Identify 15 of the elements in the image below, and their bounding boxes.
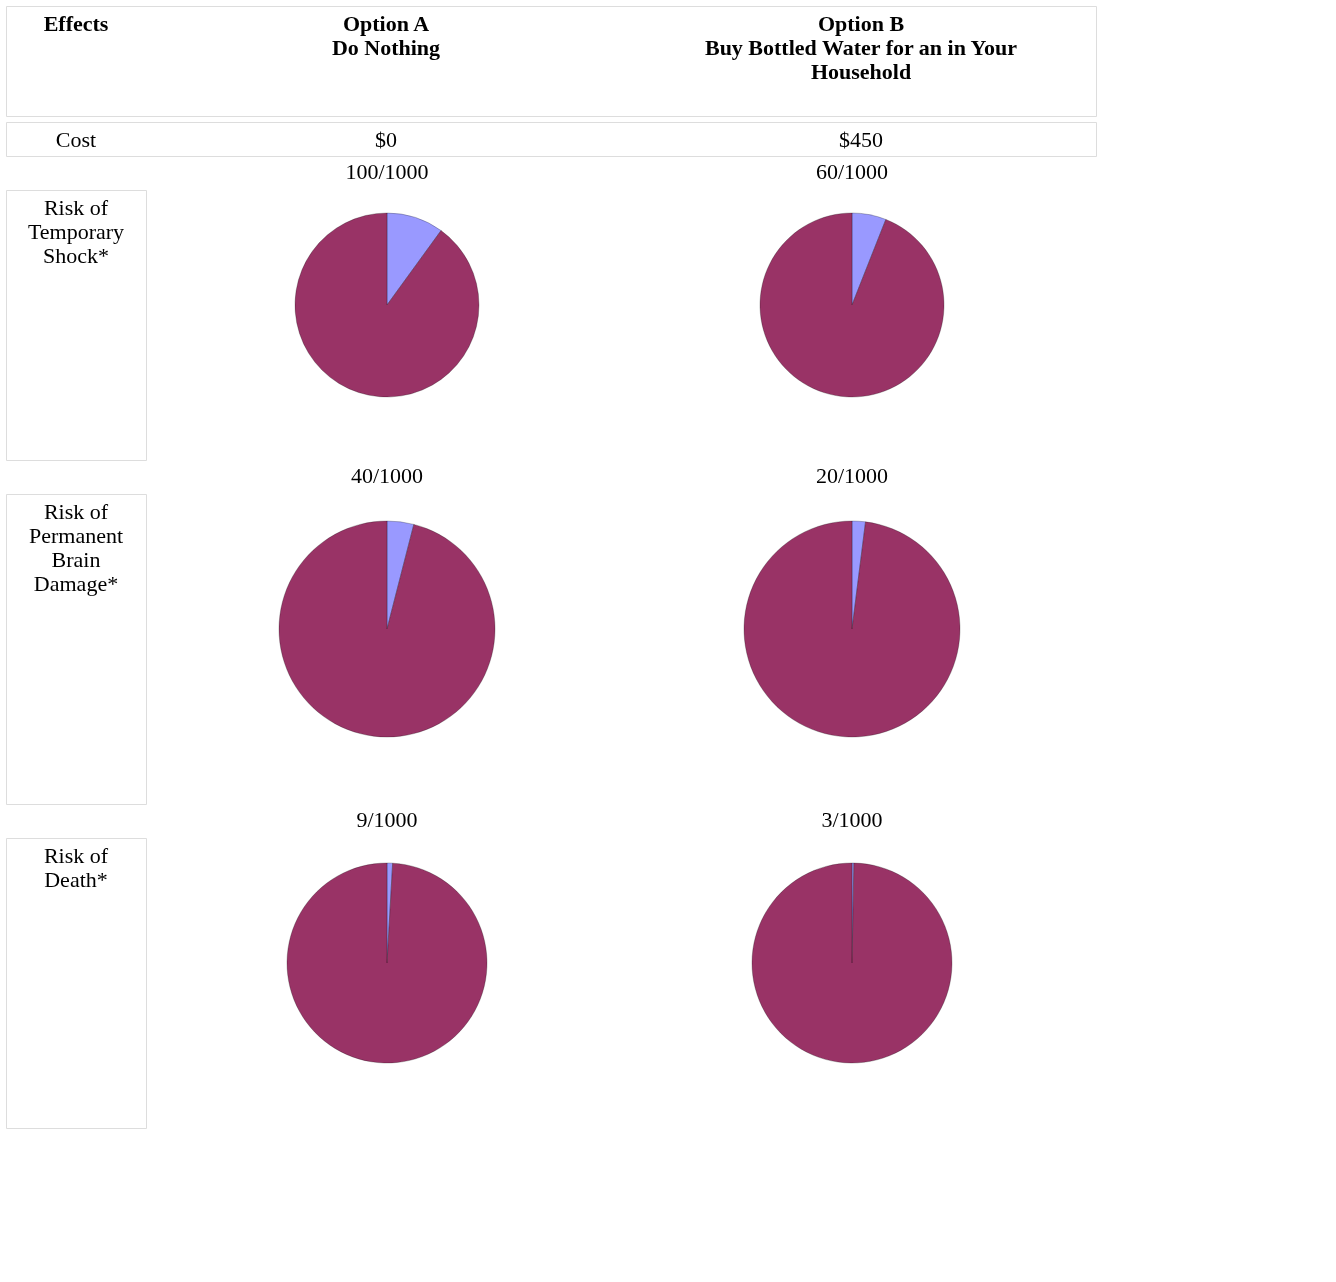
text: Risk of Permanent Brain Damage* xyxy=(28,499,124,596)
text: $450 xyxy=(839,127,883,152)
text: Option B Buy Bottled Water for an in Your Household xyxy=(704,11,1018,84)
text: Cost xyxy=(55,127,97,152)
chart-title: 60/1000 xyxy=(815,159,889,184)
chart-title: 20/1000 xyxy=(815,463,889,488)
chart-title: 3/1000 xyxy=(821,807,883,832)
text: $0 xyxy=(375,127,397,152)
text: Option A Do Nothing xyxy=(331,11,441,60)
chart-title: 100/1000 xyxy=(345,159,429,184)
text: Effects xyxy=(43,11,109,36)
chart-title: 9/1000 xyxy=(356,807,418,832)
text: Risk of Death* xyxy=(43,843,109,892)
text: Risk of Temporary Shock* xyxy=(27,195,125,268)
chart-title: 40/1000 xyxy=(350,463,424,488)
